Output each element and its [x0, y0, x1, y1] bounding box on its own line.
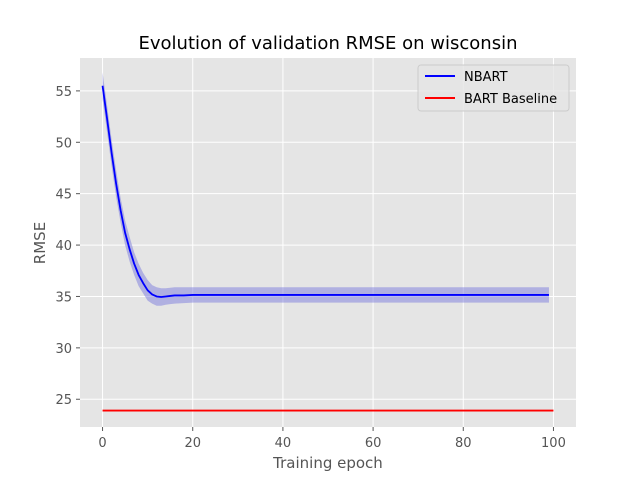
y-tick-label: 35 — [55, 290, 72, 305]
legend: NBART BART Baseline — [417, 64, 570, 112]
x-tick-label: 0 — [98, 436, 106, 451]
y-axis-ticks: 25 30 35 40 45 50 55 — [55, 85, 80, 408]
y-tick-label: 50 — [55, 136, 72, 151]
chart-title: Evolution of validation RMSE on wisconsi… — [139, 33, 518, 54]
y-tick-label: 30 — [55, 342, 72, 357]
series-lines — [101, 85, 554, 412]
legend-label-bart-baseline: BART Baseline — [464, 92, 557, 107]
y-tick-label: 45 — [55, 188, 72, 203]
x-axis-label: Training epoch — [272, 454, 383, 472]
y-tick-label: 25 — [55, 393, 72, 408]
legend-label-nbart: NBART — [464, 70, 508, 85]
x-axis-ticks: 0 20 40 60 80 100 — [98, 427, 566, 451]
series-line — [101, 85, 549, 298]
series-band — [102, 72, 549, 306]
x-tick-label: 60 — [365, 436, 382, 451]
x-tick-label: 40 — [275, 436, 292, 451]
y-axis-label: RMSE — [31, 222, 49, 264]
y-tick-label: 55 — [55, 85, 72, 100]
x-tick-label: 100 — [541, 436, 566, 451]
plot-background — [80, 58, 576, 427]
legend-box — [417, 64, 570, 112]
y-tick-label: 40 — [55, 239, 72, 254]
nbart-confidence-band — [102, 72, 549, 306]
x-tick-label: 20 — [184, 436, 201, 451]
x-tick-label: 80 — [455, 436, 472, 451]
